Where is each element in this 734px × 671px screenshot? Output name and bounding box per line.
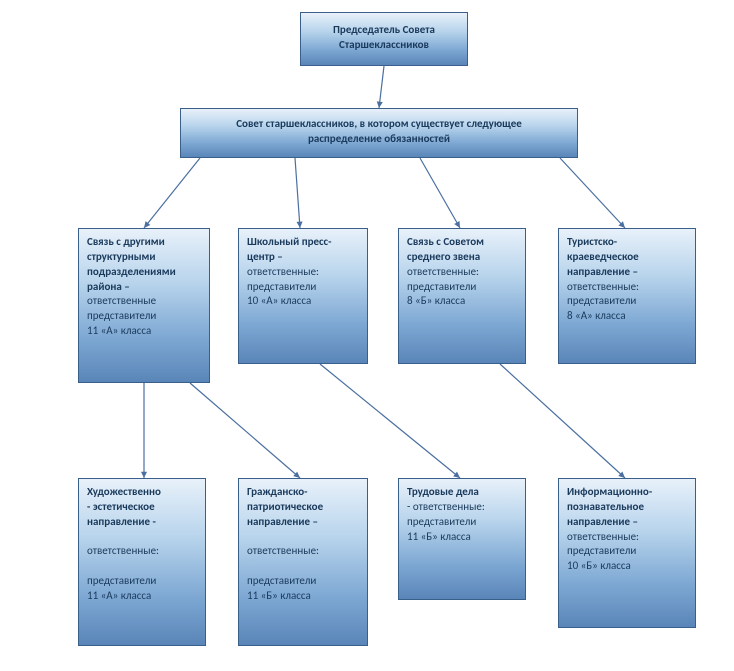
- node-r1c4-line-2: направление –: [567, 265, 687, 280]
- node-top-line-0: Председатель Совета: [333, 23, 435, 38]
- node-r2c2: Гражданско-патриотическоенаправление – о…: [238, 478, 368, 646]
- node-r2c4-line-4: представители: [567, 544, 687, 559]
- node-r2c3-line-0: Трудовые дела: [407, 485, 517, 500]
- node-r1c1-line-2: подразделениями: [87, 265, 201, 280]
- node-r2c4-line-1: познавательное: [567, 500, 687, 515]
- node-r2c2-line-1: патриотическое: [247, 500, 359, 515]
- node-r1c3: Связь с Советомсреднего звенаответственн…: [398, 228, 526, 364]
- node-r2c4-line-0: Информационно-: [567, 485, 687, 500]
- node-r1c4-line-0: Туристско-: [567, 235, 687, 250]
- node-r2c3-line-2: представители: [407, 515, 517, 530]
- node-r1c1-line-6: 11 «А» класса: [87, 324, 201, 339]
- node-r2c1-line-0: Художественно: [87, 485, 197, 500]
- node-top-line-1: Старшеклассников: [339, 38, 429, 53]
- node-r1c1-line-3: района –: [87, 280, 201, 295]
- node-r2c2-line-5: [247, 559, 359, 574]
- node-r2c2-line-3: [247, 530, 359, 545]
- node-r2c2-line-0: Гражданско-: [247, 485, 359, 500]
- node-r2c1-line-5: [87, 559, 197, 574]
- node-r2c1-line-4: ответственные:: [87, 544, 197, 559]
- node-r2c4-line-3: ответственные:: [567, 530, 687, 545]
- node-r1c3-line-4: 8 «Б» класса: [407, 294, 517, 309]
- node-r1c1-line-0: Связь с другими: [87, 235, 201, 250]
- node-r2c1: Художественно- эстетическоенаправление -…: [78, 478, 206, 646]
- node-council: Совет старшеклассников, в котором сущест…: [180, 108, 578, 158]
- node-r1c2: Школьный пресс-центр –ответственные:пред…: [238, 228, 368, 364]
- node-r2c4: Информационно-познавательноенаправление …: [558, 478, 696, 628]
- node-r2c1-line-3: [87, 530, 197, 545]
- node-r2c2-line-4: ответственные:: [247, 544, 359, 559]
- node-r1c4-line-5: 8 «А» класса: [567, 309, 687, 324]
- node-r2c4-line-2: направление –: [567, 515, 687, 530]
- node-r1c2-line-0: Школьный пресс-: [247, 235, 359, 250]
- node-r1c2-line-4: 10 «А» класса: [247, 294, 359, 309]
- node-r1c4-line-3: ответственные:: [567, 280, 687, 295]
- node-r1c2-line-2: ответственные:: [247, 265, 359, 280]
- node-council-line-1: распределение обязанностей: [308, 132, 450, 147]
- node-r2c1-line-2: направление -: [87, 515, 197, 530]
- node-r1c1-line-1: структурными: [87, 250, 201, 265]
- node-r1c3-line-0: Связь с Советом: [407, 235, 517, 250]
- node-r1c2-line-3: представители: [247, 280, 359, 295]
- node-council-line-0: Совет старшеклассников, в котором сущест…: [236, 117, 522, 132]
- node-r1c4-line-4: представители: [567, 294, 687, 309]
- node-r2c4-line-5: 10 «Б» класса: [567, 559, 687, 574]
- node-r2c3-line-3: 11 «Б» класса: [407, 530, 517, 545]
- node-r2c1-line-7: 11 «А» класса: [87, 589, 197, 604]
- node-r2c2-line-2: направление –: [247, 515, 359, 530]
- node-r2c3-line-1: - ответственные:: [407, 500, 517, 515]
- node-top: Председатель СоветаСтаршеклассников: [300, 12, 468, 66]
- node-r1c4-line-1: краеведческое: [567, 250, 687, 265]
- node-r2c2-line-6: представители: [247, 574, 359, 589]
- node-r2c1-line-1: - эстетическое: [87, 500, 197, 515]
- node-r1c3-line-1: среднего звена: [407, 250, 517, 265]
- node-r1c4: Туристско-краеведческоенаправление –отве…: [558, 228, 696, 364]
- node-r1c3-line-3: представители: [407, 280, 517, 295]
- node-r2c1-line-6: представители: [87, 574, 197, 589]
- node-r2c2-line-7: 11 «Б» класса: [247, 589, 359, 604]
- node-r1c2-line-1: центр –: [247, 250, 359, 265]
- node-r1c1-line-4: ответственные: [87, 294, 201, 309]
- node-r2c3: Трудовые дела- ответственные:представите…: [398, 478, 526, 600]
- node-r1c1-line-5: представители: [87, 309, 201, 324]
- node-r1c1: Связь с другимиструктурнымиподразделения…: [78, 228, 210, 383]
- node-r1c3-line-2: ответственные:: [407, 265, 517, 280]
